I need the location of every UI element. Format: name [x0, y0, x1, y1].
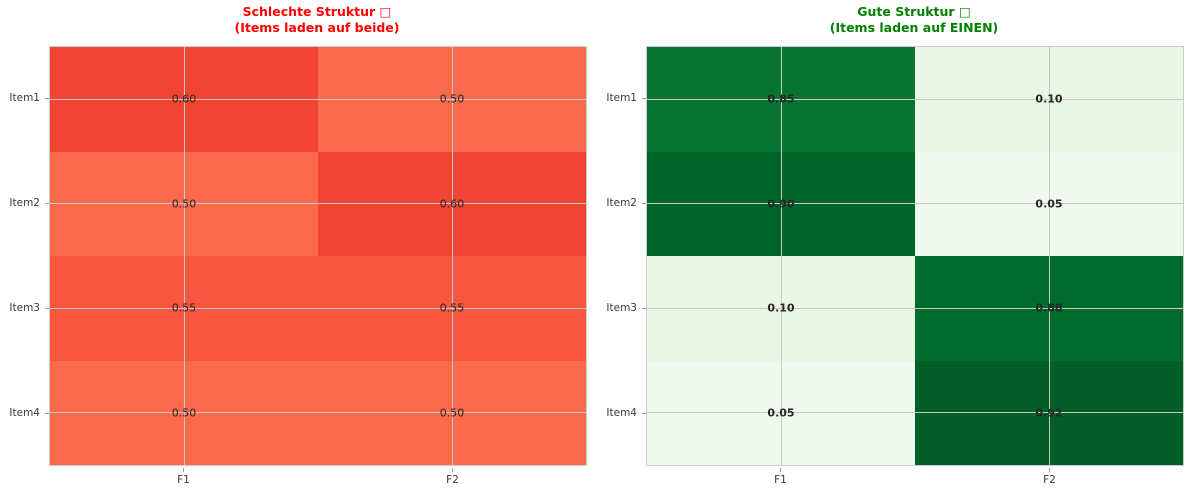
- gridline-horizontal: [647, 203, 1183, 205]
- cell-value-label: 0.55: [171, 301, 197, 315]
- y-tick-label: Item4: [9, 406, 40, 419]
- x-tick-mark: [183, 468, 184, 472]
- y-tick-label: Item4: [606, 406, 637, 419]
- figure-title: Gute Struktur □: [857, 4, 971, 19]
- figure-gute-struktur: Gute Struktur □ (Items laden auf EINEN) …: [597, 0, 1189, 490]
- gridline-vertical: [451, 47, 453, 465]
- figure-title-block: Gute Struktur □ (Items laden auf EINEN): [646, 4, 1182, 36]
- x-tick-label: F1: [177, 474, 190, 486]
- cell-value-label: 0.50: [171, 197, 197, 211]
- annotation-layer: 0.85 0.10 0.90 0.05 0.10 0.88 0.05 0.92: [647, 47, 1183, 465]
- y-tick-mark: [642, 98, 646, 99]
- cell-value-label: 0.10: [1035, 92, 1063, 106]
- figure-subtitle: (Items laden auf beide): [234, 20, 400, 35]
- y-tick-label: Item3: [9, 301, 40, 314]
- gridline-horizontal: [647, 412, 1183, 414]
- cell-value-label: 0.50: [439, 92, 465, 106]
- y-tick-label: Item3: [606, 301, 637, 314]
- gridline-layer: [50, 47, 586, 465]
- figure-schlechte-struktur: Schlechte Struktur □ (Items laden auf be…: [0, 0, 592, 490]
- cell-value-label: 0.88: [1035, 301, 1063, 315]
- cell-value-label: 0.92: [1035, 406, 1063, 420]
- y-tick-mark: [642, 203, 646, 204]
- y-tick-label: Item1: [9, 91, 40, 104]
- cell-value-label: 0.60: [439, 197, 465, 211]
- cell-value-label: 0.05: [1035, 197, 1063, 211]
- annotation-layer: 0.60 0.50 0.50 0.60 0.55 0.55 0.50 0.50: [50, 47, 586, 465]
- gridline-horizontal: [647, 98, 1183, 100]
- x-tick-label: F2: [1043, 474, 1056, 486]
- figure-title: Schlechte Struktur □: [242, 4, 392, 19]
- gridline-horizontal: [50, 307, 586, 309]
- x-tick-label: F1: [774, 474, 787, 486]
- y-tick-mark: [45, 413, 49, 414]
- figure-subtitle: (Items laden auf EINEN): [829, 20, 999, 35]
- gridline-vertical: [780, 47, 782, 465]
- cell-value-label: 0.50: [439, 406, 465, 420]
- heatmap-plot-bad: 0.60 0.50 0.50 0.60 0.55 0.55 0.50 0.50: [49, 46, 587, 466]
- gridline-horizontal: [50, 98, 586, 100]
- figure-title-block: Schlechte Struktur □ (Items laden auf be…: [49, 4, 585, 36]
- gridline-horizontal: [50, 203, 586, 205]
- x-tick-mark: [780, 468, 781, 472]
- cell-value-label: 0.05: [767, 406, 795, 420]
- x-tick-mark: [1049, 468, 1050, 472]
- x-tick-mark: [452, 468, 453, 472]
- gridline-horizontal: [50, 412, 586, 414]
- cell-value-label: 0.55: [439, 301, 465, 315]
- y-tick-label: Item1: [606, 91, 637, 104]
- gridline-horizontal: [647, 307, 1183, 309]
- gridline-vertical: [183, 47, 185, 465]
- y-tick-mark: [45, 98, 49, 99]
- y-tick-mark: [45, 203, 49, 204]
- y-tick-mark: [642, 308, 646, 309]
- cell-value-label: 0.85: [767, 92, 795, 106]
- cell-value-label: 0.50: [171, 406, 197, 420]
- cell-value-label: 0.60: [171, 92, 197, 106]
- y-tick-label: Item2: [606, 196, 637, 209]
- y-tick-mark: [45, 308, 49, 309]
- y-tick-label: Item2: [9, 196, 40, 209]
- heatmap-plot-good: 0.85 0.10 0.90 0.05 0.10 0.88 0.05 0.92: [646, 46, 1184, 466]
- y-tick-mark: [642, 413, 646, 414]
- cell-value-label: 0.90: [767, 197, 795, 211]
- cell-value-label: 0.10: [767, 301, 795, 315]
- gridline-layer: [647, 47, 1183, 465]
- x-tick-label: F2: [446, 474, 459, 486]
- gridline-vertical: [1048, 47, 1050, 465]
